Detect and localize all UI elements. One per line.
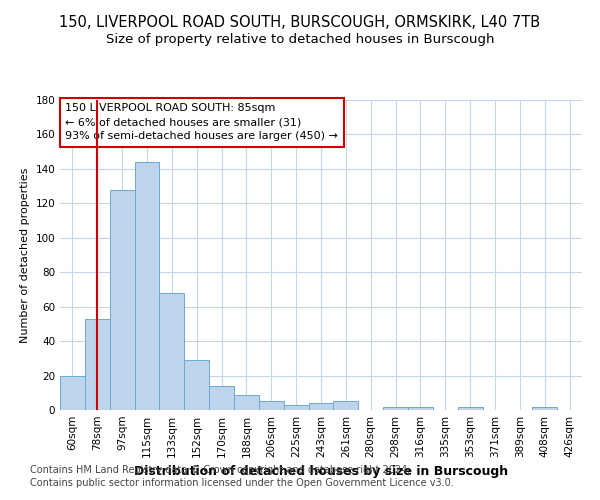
Bar (134, 162, 160, 410)
Bar (184, 360, 209, 410)
Bar (60, 376, 85, 410)
Bar (85, 318, 110, 410)
Text: Contains public sector information licensed under the Open Government Licence v3: Contains public sector information licen… (30, 478, 454, 488)
X-axis label: Distribution of detached houses by size in Burscough: Distribution of detached houses by size … (134, 466, 508, 478)
Text: 150 LIVERPOOL ROAD SOUTH: 85sqm
← 6% of detached houses are smaller (31)
93% of : 150 LIVERPOOL ROAD SOUTH: 85sqm ← 6% of … (65, 103, 338, 141)
Bar (532, 406, 557, 410)
Bar (334, 402, 358, 410)
Text: 150, LIVERPOOL ROAD SOUTH, BURSCOUGH, ORMSKIRK, L40 7TB: 150, LIVERPOOL ROAD SOUTH, BURSCOUGH, OR… (59, 15, 541, 30)
Bar (110, 190, 134, 410)
Bar (308, 403, 334, 410)
Bar (209, 386, 234, 410)
Bar (284, 405, 308, 410)
Text: Size of property relative to detached houses in Burscough: Size of property relative to detached ho… (106, 32, 494, 46)
Bar (160, 293, 184, 410)
Bar (234, 394, 259, 410)
Bar (408, 406, 433, 410)
Text: Contains HM Land Registry data © Crown copyright and database right 2024.: Contains HM Land Registry data © Crown c… (30, 465, 410, 475)
Bar (383, 406, 408, 410)
Y-axis label: Number of detached properties: Number of detached properties (20, 168, 30, 342)
Bar (259, 402, 284, 410)
Bar (458, 406, 482, 410)
